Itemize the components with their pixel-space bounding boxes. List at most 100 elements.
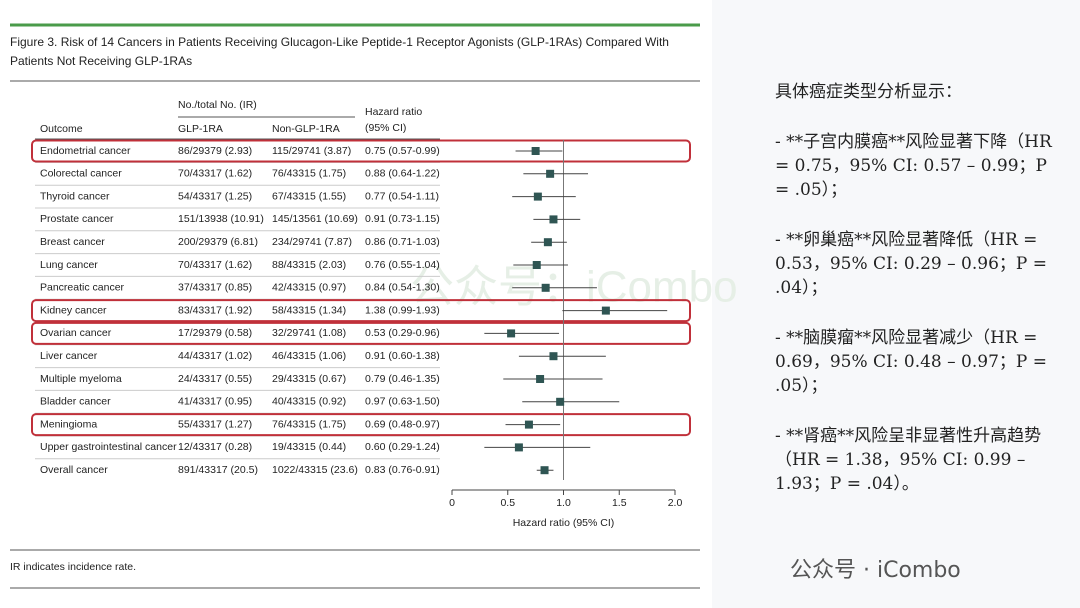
- hazard-ratio: 0.88 (0.64-1.22): [365, 168, 440, 180]
- glp-count: 151/13938 (10.91): [178, 213, 264, 225]
- hazard-ratio: 0.75 (0.57-0.99): [365, 145, 440, 157]
- glp-count: 70/43317 (1.62): [178, 168, 252, 180]
- glp-count: 86/29379 (2.93): [178, 145, 252, 157]
- hazard-ratio: 0.86 (0.71-1.03): [365, 236, 440, 248]
- note-item: - **卵巢癌**风险显著降低（HR = 0.53，95% CI: 0.29 –…: [775, 230, 1047, 298]
- glp-count: 83/43317 (1.92): [178, 304, 252, 316]
- hazard-ratio: 0.91 (0.60-1.38): [365, 350, 440, 362]
- point-estimate: [549, 215, 558, 224]
- x-tick-label: 1.5: [612, 497, 627, 509]
- glp-count: 200/29379 (6.81): [178, 236, 258, 248]
- point-estimate: [507, 329, 516, 338]
- outcome: Prostate cancer: [40, 213, 114, 225]
- non-glp-count: 88/43315 (2.03): [272, 259, 346, 271]
- footnote: IR indicates incidence rate.: [10, 561, 136, 573]
- non-glp-count: 46/43315 (1.06): [272, 350, 346, 362]
- point-estimate: [533, 192, 542, 201]
- point-estimate: [524, 420, 533, 429]
- highlight-box: [31, 413, 691, 437]
- figure-panel: [0, 0, 712, 608]
- watermark: 公众号：iCombo: [410, 263, 738, 312]
- note-item: - **脑膜瘤**风险显著减少（HR = 0.69，95% CI: 0.48 –…: [775, 328, 1047, 396]
- point-estimate: [543, 238, 552, 247]
- hazard-ratio: 0.97 (0.63-1.50): [365, 396, 440, 408]
- column-header: Non-GLP-1RA: [272, 123, 340, 135]
- point-estimate: [601, 306, 610, 315]
- x-tick-label: 2.0: [668, 497, 683, 509]
- non-glp-count: 145/13561 (10.69): [272, 213, 358, 225]
- hazard-ratio: 0.79 (0.46-1.35): [365, 373, 440, 385]
- figure-title: Figure 3. Risk of 14 Cancers in Patients…: [10, 35, 669, 49]
- point-estimate: [531, 147, 540, 155]
- outcome: Kidney cancer: [40, 304, 107, 316]
- x-tick-label: 1.0: [556, 497, 571, 509]
- non-glp-count: 67/43315 (1.55): [272, 190, 346, 202]
- x-tick-label: 0.5: [500, 497, 515, 509]
- glp-count: 17/29379 (0.58): [178, 327, 252, 339]
- hazard-ratio: 0.76 (0.55-1.04): [365, 259, 440, 271]
- column-header: Hazard ratio: [365, 106, 422, 118]
- non-glp-count: 76/43315 (1.75): [272, 418, 346, 430]
- outcome: Ovarian cancer: [40, 327, 112, 339]
- outcome: Multiple myeloma: [40, 373, 122, 385]
- outcome: Lung cancer: [40, 259, 98, 271]
- outcome: Bladder cancer: [40, 396, 111, 408]
- highlight-box: [31, 321, 691, 345]
- x-axis-label: Hazard ratio (95% CI): [513, 517, 615, 529]
- non-glp-count: 115/29741 (3.87): [272, 145, 351, 157]
- outcome: Overall cancer: [40, 464, 108, 476]
- hazard-ratio: 0.91 (0.73-1.15): [365, 213, 440, 225]
- outcome: Colorectal cancer: [40, 168, 122, 180]
- glp-count: 44/43317 (1.02): [178, 350, 252, 362]
- watermark: 公众号 · iCombo: [790, 558, 961, 583]
- non-glp-count: 76/43315 (1.75): [272, 168, 346, 180]
- hazard-ratio: 0.69 (0.48-0.97): [365, 418, 440, 430]
- glp-count: 891/43317 (20.5): [178, 464, 258, 476]
- figure-title: Patients Not Receiving GLP-1RAs: [10, 54, 192, 68]
- outcome: Meningioma: [40, 418, 97, 430]
- glp-count: 24/43317 (0.55): [178, 373, 252, 385]
- non-glp-count: 42/43315 (0.97): [272, 282, 346, 294]
- point-estimate: [546, 169, 555, 178]
- highlight-box: [31, 299, 691, 323]
- non-glp-count: 234/29741 (7.87): [272, 236, 352, 248]
- point-estimate: [532, 261, 541, 269]
- outcome: Thyroid cancer: [40, 190, 110, 202]
- column-header: GLP-1RA: [178, 123, 223, 135]
- outcome: Liver cancer: [40, 350, 98, 362]
- hazard-ratio: 0.53 (0.29-0.96): [365, 327, 440, 339]
- column-header: Outcome: [40, 123, 83, 135]
- note-item: - **子宫内膜癌**风险显著下降（HR = 0.75，95% CI: 0.57…: [775, 132, 1052, 200]
- glp-count: 70/43317 (1.62): [178, 259, 252, 271]
- outcome: Pancreatic cancer: [40, 282, 125, 294]
- x-tick-label: 0: [449, 497, 455, 509]
- column-header: (95% CI): [365, 122, 406, 134]
- point-estimate: [549, 352, 558, 361]
- glp-count: 37/43317 (0.85): [178, 282, 252, 294]
- outcome: Upper gastrointestinal cancer: [40, 441, 177, 453]
- point-estimate: [556, 397, 565, 406]
- hazard-ratio: 0.84 (0.54-1.30): [365, 282, 440, 294]
- column-header: No./total No. (IR): [178, 99, 257, 111]
- glp-count: 41/43317 (0.95): [178, 396, 252, 408]
- point-estimate: [540, 466, 549, 475]
- outcome: Breast cancer: [40, 236, 105, 248]
- point-estimate: [514, 443, 523, 452]
- hazard-ratio: 1.38 (0.99-1.93): [365, 304, 440, 316]
- glp-count: 12/43317 (0.28): [178, 441, 252, 453]
- glp-count: 55/43317 (1.27): [178, 418, 252, 430]
- non-glp-count: 1022/43315 (23.6): [272, 464, 358, 476]
- non-glp-count: 58/43315 (1.34): [272, 304, 346, 316]
- glp-count: 54/43317 (1.25): [178, 190, 252, 202]
- notes-title: 具体癌症类型分析显示：: [775, 82, 962, 102]
- hazard-ratio: 0.60 (0.29-1.24): [365, 441, 440, 453]
- notes: 具体癌症类型分析显示： - **子宫内膜癌**风险显著下降（HR = 0.75，…: [775, 80, 1065, 522]
- non-glp-count: 19/43315 (0.44): [272, 441, 346, 453]
- highlight-box: [31, 139, 691, 163]
- non-glp-count: 32/29741 (1.08): [272, 327, 346, 339]
- hazard-ratio: 0.83 (0.76-0.91): [365, 464, 440, 476]
- point-estimate: [541, 283, 550, 292]
- hazard-ratio: 0.77 (0.54-1.11): [365, 190, 439, 202]
